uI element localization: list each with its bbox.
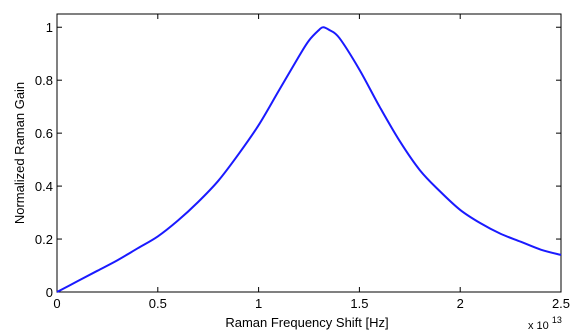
y-tick-label: 1	[46, 20, 53, 35]
x-axis-multiplier-base: x 10	[528, 320, 549, 332]
y-axis-label: Normalized Raman Gain	[12, 82, 27, 224]
x-tick-label: 2	[457, 296, 464, 311]
x-tick-label: 1.5	[350, 296, 368, 311]
x-tick-label: 2.5	[552, 296, 570, 311]
x-tick-label: 0.5	[149, 296, 167, 311]
y-tick-label: 0.2	[35, 232, 53, 247]
x-axis-ticks: 0 0.5 1 1.5 2 2.5	[53, 14, 570, 311]
y-tick-label: 0.4	[35, 179, 53, 194]
x-axis-multiplier-exponent: 13	[552, 315, 562, 325]
plot-frame	[56, 13, 562, 293]
x-tick-label: 0	[53, 296, 60, 311]
x-axis-label: Raman Frequency Shift [Hz]	[225, 315, 388, 330]
y-tick-label: 0.6	[35, 126, 53, 141]
y-tick-label: 0	[46, 285, 53, 300]
series-line	[56, 26, 562, 293]
y-axis-ticks: 0 0.2 0.4 0.6 0.8 1	[35, 20, 561, 300]
y-tick-label: 0.8	[35, 73, 53, 88]
x-axis-multiplier: x 10 13	[528, 315, 562, 332]
x-tick-label: 1	[255, 296, 262, 311]
